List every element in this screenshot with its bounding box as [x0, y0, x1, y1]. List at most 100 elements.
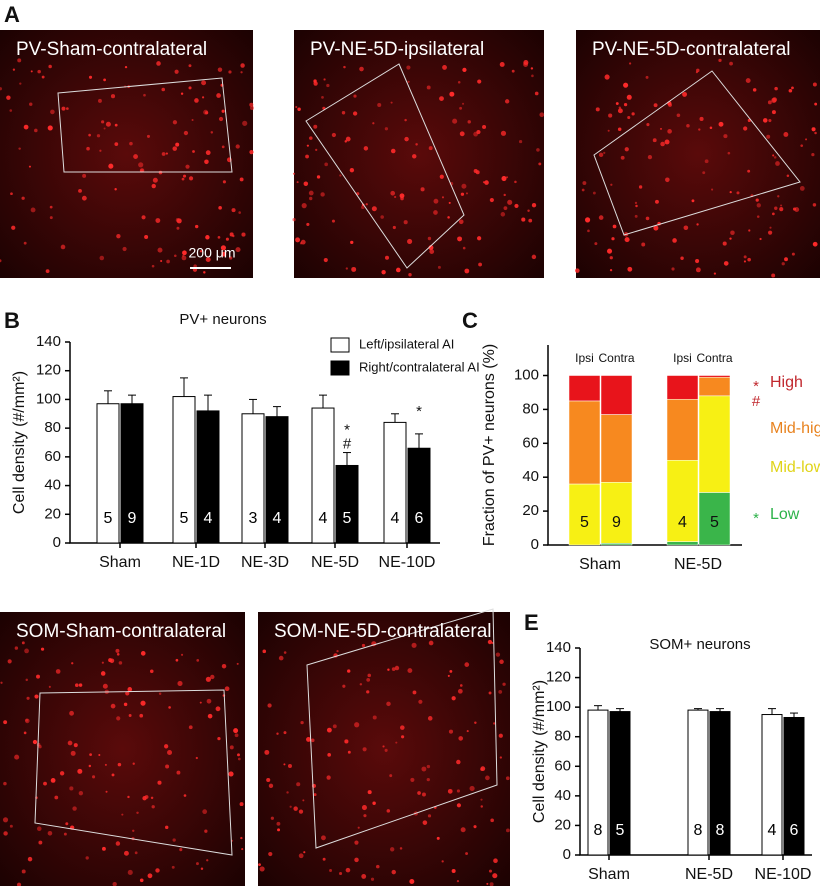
- cell-dot: [158, 170, 163, 175]
- cell-dot: [464, 662, 470, 667]
- cell-dot: [10, 192, 13, 196]
- cell-dot: [488, 869, 492, 873]
- cell-dot: [268, 783, 274, 789]
- cell-dot: [221, 145, 225, 149]
- cell-dot: [138, 162, 144, 168]
- cell-dot: [23, 241, 27, 245]
- cell-dot: [485, 775, 490, 781]
- cell-dot: [0, 87, 2, 91]
- y-tick-label: 140: [546, 639, 571, 656]
- cell-dot: [125, 691, 130, 696]
- cell-dot: [493, 858, 498, 864]
- cell-dot: [411, 642, 417, 648]
- cell-dot: [175, 658, 179, 662]
- cell-dot: [205, 676, 211, 682]
- cell-dot: [359, 683, 363, 686]
- panel-letter: C: [462, 308, 478, 333]
- cell-dot: [14, 646, 19, 650]
- cell-dot: [498, 733, 503, 738]
- cell-dot: [617, 108, 623, 114]
- cell-dot: [315, 148, 318, 151]
- cell-dot: [30, 70, 33, 73]
- cell-dot: [449, 91, 455, 97]
- cell-dot: [729, 61, 733, 66]
- bar-segment: [568, 400, 601, 485]
- cell-dot: [116, 652, 120, 656]
- n-label: 9: [612, 514, 621, 531]
- cell-dot: [276, 732, 279, 735]
- cell-dot: [341, 111, 346, 115]
- cell-dot: [390, 148, 396, 154]
- scale-bar-label: 200 μm: [189, 245, 236, 261]
- cell-dot: [69, 710, 74, 716]
- cell-dot: [799, 186, 805, 191]
- cell-dot: [188, 64, 192, 68]
- cell-dot: [146, 134, 151, 138]
- cell-dot: [203, 109, 209, 115]
- cell-dot: [781, 262, 785, 266]
- cell-dot: [777, 195, 780, 198]
- cell-dot: [372, 122, 375, 125]
- cell-dot: [459, 131, 465, 137]
- cell-dot: [747, 169, 751, 173]
- cell-dot: [683, 225, 689, 231]
- cell-dot: [174, 254, 177, 258]
- cell-dot: [250, 105, 255, 110]
- n-label: 4: [768, 822, 777, 839]
- cell-dot: [34, 128, 38, 133]
- cell-dot: [386, 701, 391, 707]
- cell-dot: [185, 164, 190, 169]
- cell-dot: [114, 123, 118, 127]
- cell-dot: [441, 860, 444, 863]
- cell-dot: [439, 96, 444, 102]
- cell-dot: [296, 181, 299, 184]
- cell-dot: [331, 132, 337, 138]
- cell-dot: [3, 831, 8, 836]
- cell-dot: [504, 99, 510, 104]
- cell-dot: [99, 255, 105, 261]
- cell-dot: [620, 155, 625, 160]
- cell-dot: [792, 207, 797, 211]
- cell-dot: [277, 828, 281, 832]
- x-tick-label: NE-5D: [674, 556, 722, 573]
- cell-dot: [756, 203, 761, 208]
- cell-dot: [457, 688, 463, 694]
- cell-dot: [17, 58, 22, 63]
- cell-dot: [240, 63, 245, 68]
- cell-dot: [354, 722, 360, 728]
- cell-dot: [351, 266, 357, 272]
- cell-dot: [176, 226, 180, 230]
- cell-dot: [235, 144, 240, 149]
- cell-dot: [151, 264, 155, 268]
- cell-dot: [429, 249, 435, 254]
- cell-dot: [88, 133, 91, 137]
- cell-dot: [433, 210, 438, 215]
- n-label: 5: [343, 510, 352, 527]
- cell-dot: [709, 126, 713, 130]
- cell-dot: [624, 237, 630, 243]
- cell-dot: [635, 204, 638, 208]
- cell-dot: [366, 678, 371, 682]
- cell-dot: [96, 134, 101, 138]
- cell-dot: [426, 85, 431, 90]
- cell-dot: [447, 216, 450, 219]
- cell-dot: [672, 238, 677, 243]
- roi-outline: [306, 608, 498, 849]
- cell-dot: [239, 177, 244, 182]
- cell-dot: [606, 248, 613, 254]
- cell-dot: [618, 106, 622, 109]
- cell-dot: [390, 101, 393, 104]
- y-tick-label: 100: [546, 698, 571, 715]
- cell-dot: [713, 272, 717, 275]
- cell-dot: [172, 146, 178, 151]
- cell-dot: [6, 95, 11, 100]
- cell-dot: [69, 786, 74, 791]
- cell-dot: [100, 671, 106, 676]
- cell-dot: [21, 869, 26, 874]
- bar: [311, 407, 335, 544]
- cell-dot: [174, 69, 179, 74]
- cell-dot: [192, 150, 195, 153]
- cell-dot: [617, 127, 622, 131]
- cell-dot: [420, 187, 425, 192]
- n-label: 5: [616, 822, 625, 839]
